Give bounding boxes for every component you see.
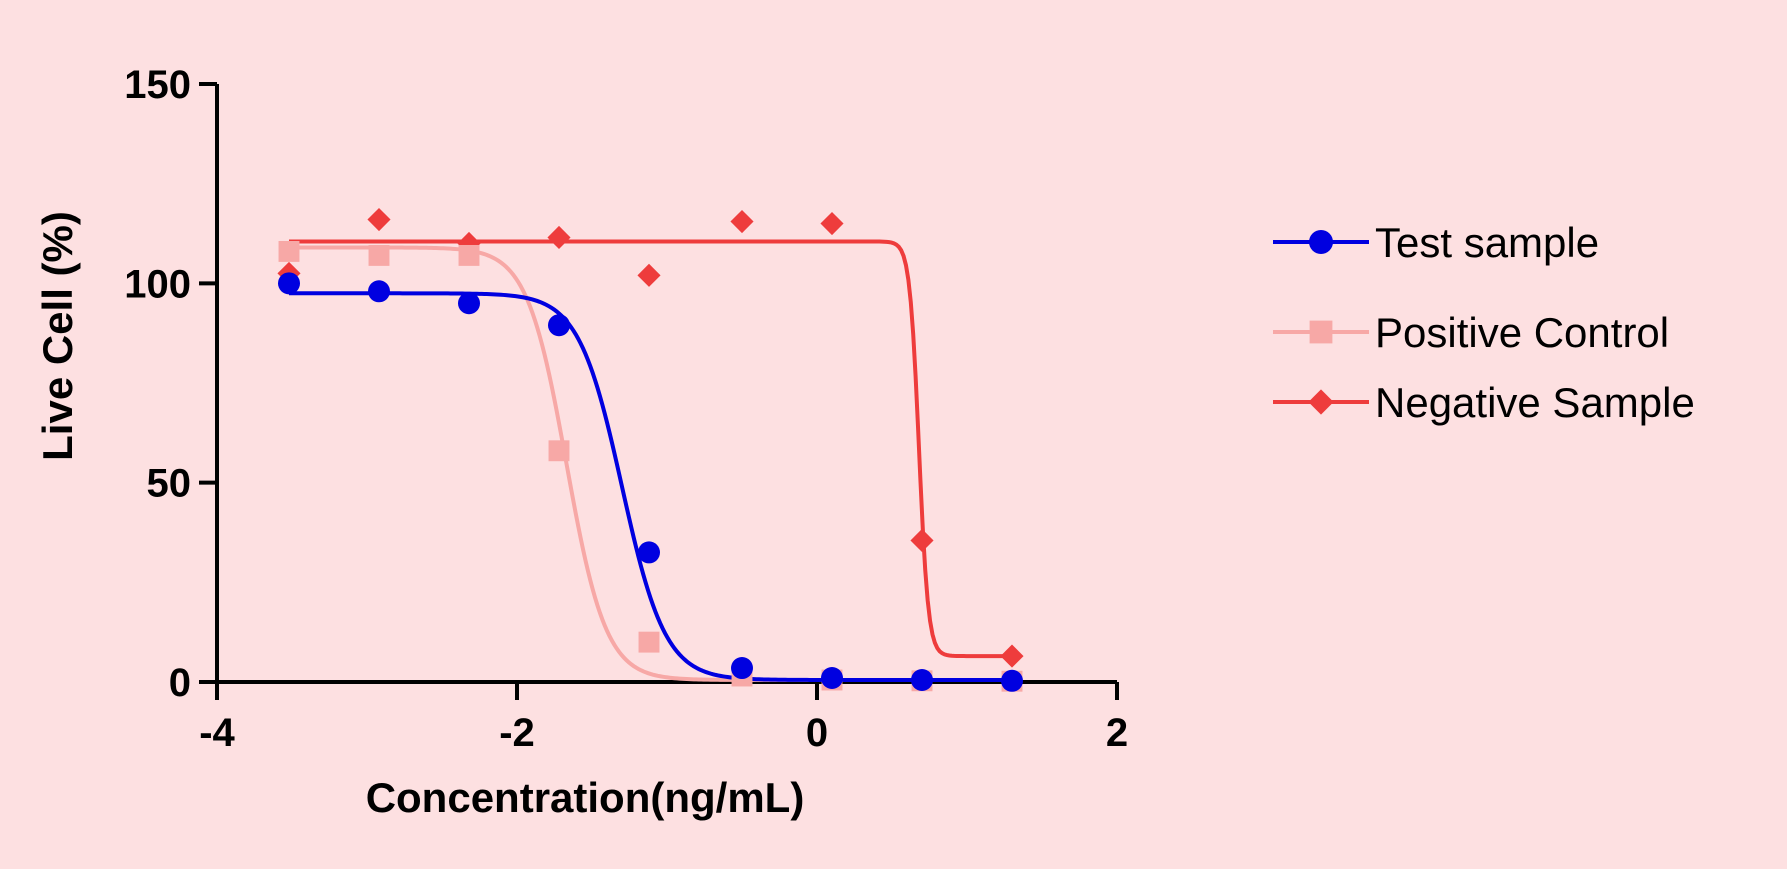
data-point: [548, 314, 570, 337]
legend-marker: [1309, 230, 1333, 254]
data-point: [547, 225, 571, 250]
legend-marker: [1308, 389, 1334, 415]
y-axis-title: Live Cell (%): [34, 211, 81, 461]
data-point: [911, 669, 933, 692]
data-point: [910, 528, 934, 553]
y-tick-label: 100: [124, 262, 191, 306]
x-axis-title: Concentration(ng/mL): [366, 774, 805, 821]
data-point: [367, 207, 391, 232]
data-point: [458, 292, 480, 315]
x-tick-label: -4: [199, 711, 235, 755]
data-point: [457, 231, 481, 256]
legend-label: Negative Sample: [1375, 379, 1695, 426]
y-tick-label: 50: [147, 462, 192, 506]
data-point: [278, 240, 300, 262]
fit-curve-2: [289, 239, 1012, 659]
legend-marker: [1309, 320, 1333, 344]
data-point: [820, 211, 844, 236]
data-point: [458, 244, 480, 266]
data-point: [368, 280, 390, 303]
data-point: [637, 263, 661, 287]
legend-label: Test sample: [1375, 219, 1599, 266]
y-tick-label: 0: [169, 661, 191, 705]
data-point: [548, 440, 570, 462]
data-point: [638, 541, 660, 564]
fit-curve-0: [289, 291, 1012, 683]
y-tick-label: 150: [124, 63, 191, 107]
data-point: [821, 667, 843, 690]
data-point: [368, 244, 390, 266]
x-tick-label: 0: [806, 711, 828, 755]
data-point: [730, 209, 754, 234]
x-tick-label: 2: [1106, 711, 1128, 755]
data-point: [638, 631, 660, 653]
x-tick-label: -2: [499, 711, 535, 755]
data-point: [1000, 644, 1024, 668]
data-point: [1001, 669, 1023, 692]
legend-label: Positive Control: [1375, 309, 1669, 356]
data-point: [731, 657, 753, 680]
data-point: [278, 272, 300, 295]
fit-curve-1: [289, 245, 1012, 683]
